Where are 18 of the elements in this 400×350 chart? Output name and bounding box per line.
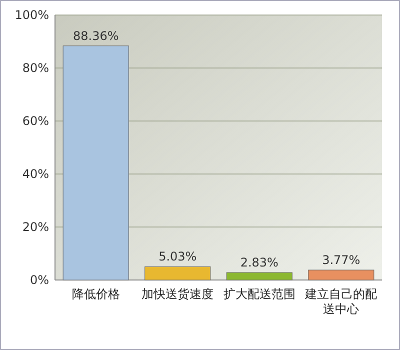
bar	[226, 272, 292, 280]
y-tick-label: 20%	[22, 220, 49, 234]
x-tick-label: 扩大配送范围	[223, 287, 296, 301]
x-tick-label: 降低价格	[72, 287, 120, 301]
data-label: 88.36%	[72, 28, 119, 43]
data-label: 2.83%	[240, 256, 278, 270]
data-label: 5.03%	[158, 250, 197, 264]
bar	[62, 46, 129, 280]
x-tick-label: 建立自己的配送中心	[304, 287, 378, 316]
y-tick-label: 0%	[30, 273, 49, 288]
y-tick-label: 80%	[22, 61, 49, 76]
bar	[308, 270, 374, 280]
y-tick-label: 40%	[22, 167, 49, 182]
bar	[144, 266, 211, 280]
data-label: 3.77%	[322, 253, 360, 268]
y-tick-label: 60%	[22, 114, 49, 128]
x-tick-label: 加快送货速度	[142, 287, 214, 301]
y-tick-label: 100%	[14, 8, 49, 22]
